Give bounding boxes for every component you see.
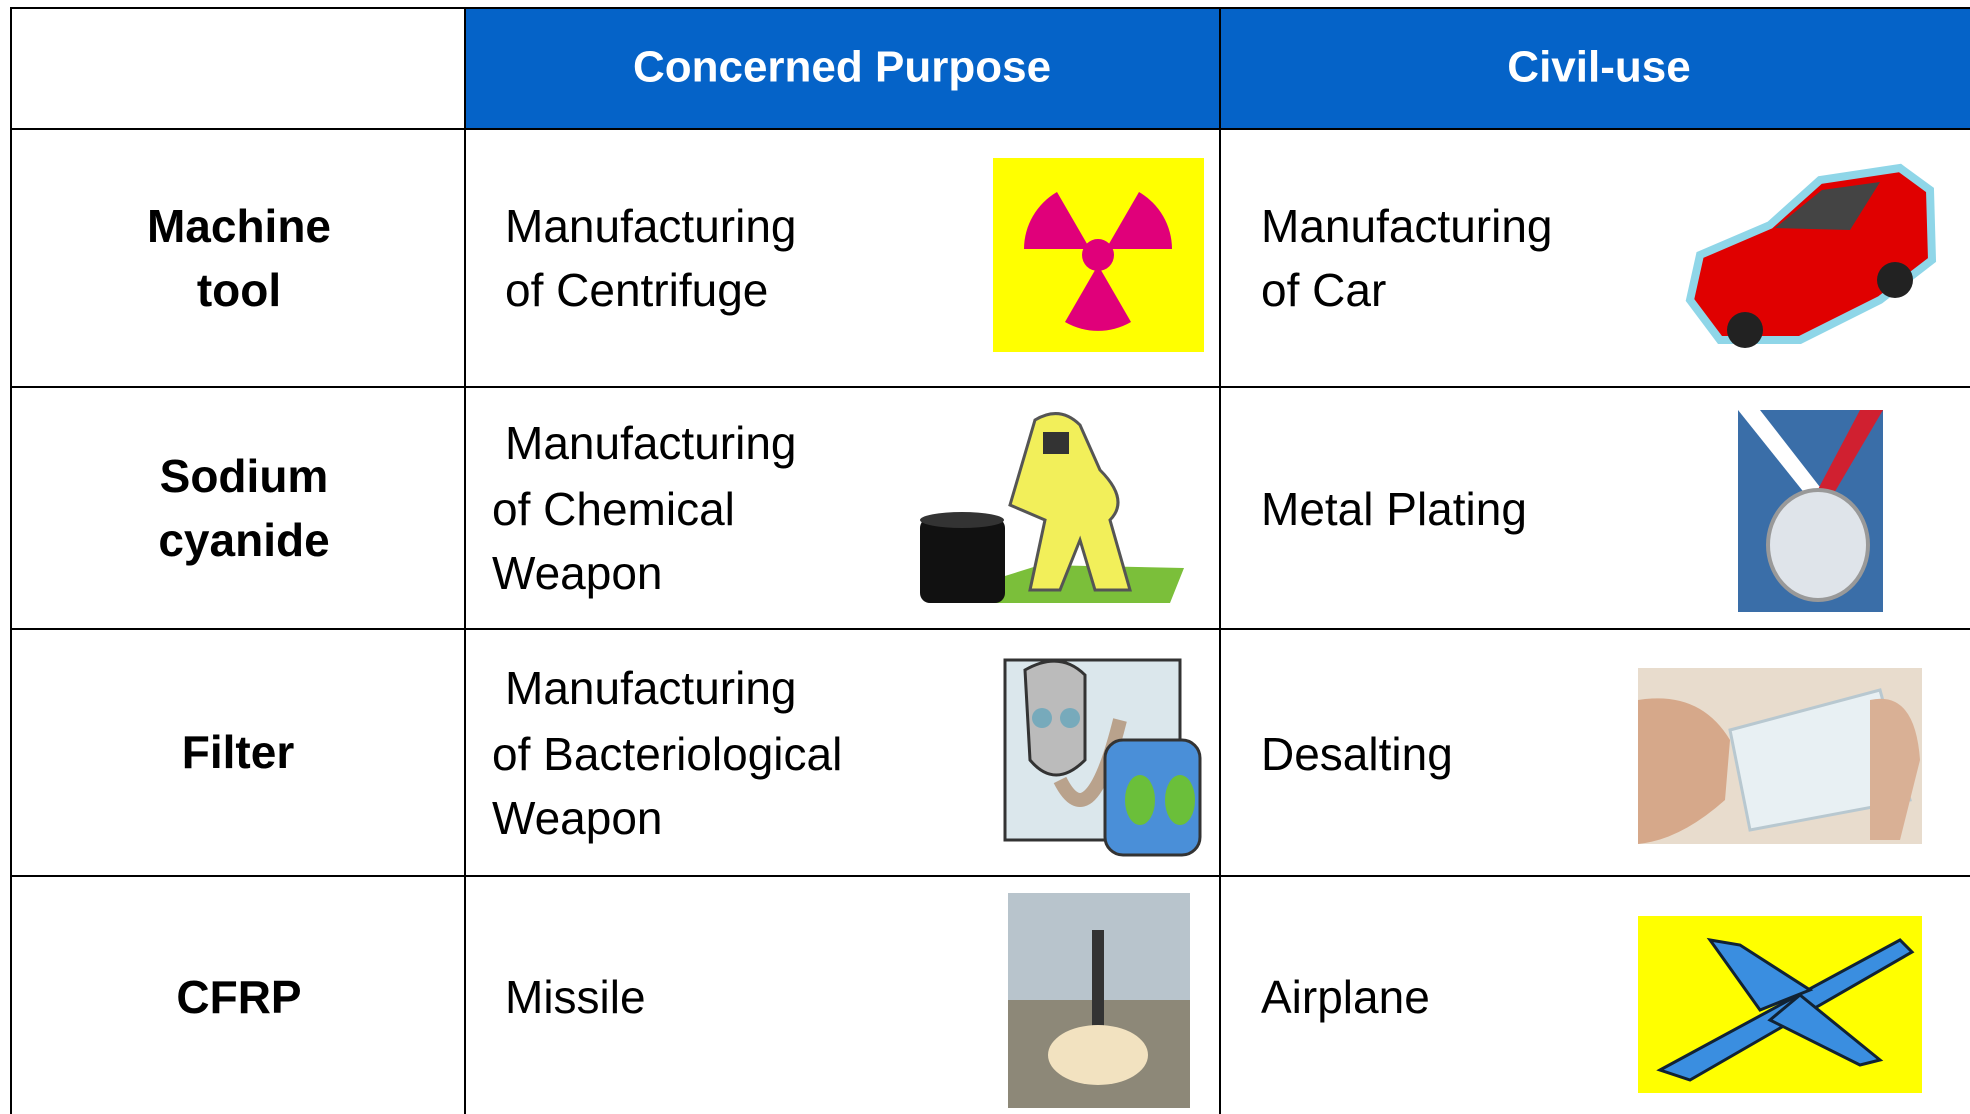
cell-text: Manufacturing [505,662,797,714]
row-label: Machine [147,200,331,252]
row-label: Filter [182,726,295,778]
cell-text: Manufacturing [1261,200,1553,252]
row-label: CFRP [176,971,301,1023]
water-icon [1638,668,1922,844]
cell-text: of Bacteriological [492,728,842,780]
cell-text: of Car [1261,264,1386,316]
row-label: cyanide [158,514,329,566]
header-cell: Civil-use [1507,43,1690,92]
medal-icon [1738,410,1883,612]
row-label: Sodium [160,450,329,502]
cell-text: Missile [505,971,646,1023]
header-cell: Concerned Purpose [633,43,1051,92]
cell-text: Weapon [492,792,663,844]
airplane-icon [1638,916,1922,1093]
missile-icon [1008,893,1190,1108]
gas-mask-icon [1005,660,1200,855]
cell-text: Manufacturing [505,417,797,469]
radiation-icon [993,158,1204,352]
cell-text: of Centrifuge [505,264,768,316]
slide: Concerned Purpose Civil-use Machine tool… [0,0,1970,1114]
cell-text: of Chemical [492,483,735,535]
row-label: tool [197,264,281,316]
cell-text: Airplane [1261,971,1430,1023]
cell-text: Weapon [492,547,663,599]
cell-text: Metal Plating [1261,483,1527,535]
cell-text: Manufacturing [505,200,797,252]
cell-text: Desalting [1261,728,1453,780]
